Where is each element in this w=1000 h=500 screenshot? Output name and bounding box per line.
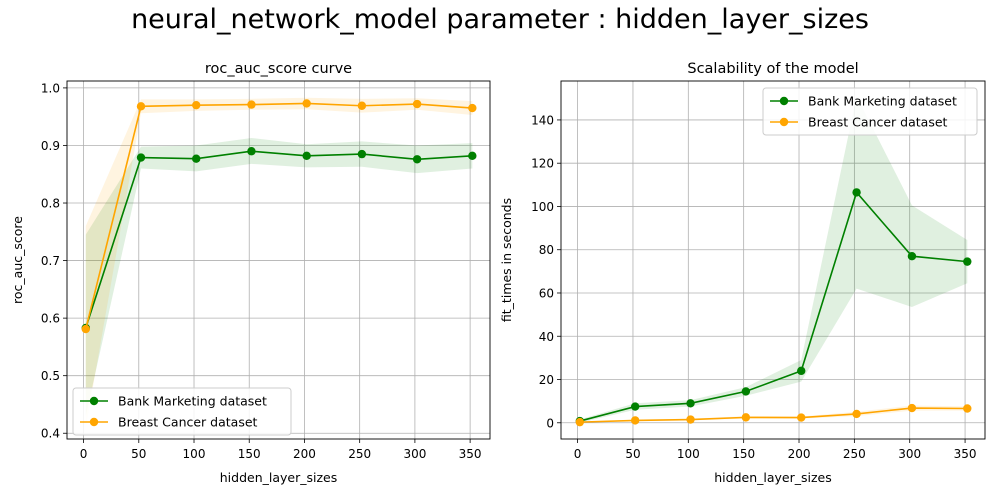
data-point — [963, 257, 972, 266]
y-tick-label: 0 — [546, 416, 554, 430]
series-line — [579, 190, 968, 422]
x-tick-label: 100 — [677, 447, 700, 461]
data-point — [192, 154, 201, 163]
legend-label: Bank Marketing dataset — [118, 394, 267, 409]
data-point — [575, 417, 585, 427]
x-tick-label: 150 — [238, 447, 261, 461]
data-point — [686, 415, 695, 424]
data-point — [81, 324, 90, 334]
data-point — [247, 147, 256, 156]
y-tick-label: 40 — [539, 330, 554, 344]
y-tick-label: 60 — [539, 286, 554, 300]
legend-marker — [89, 417, 99, 427]
x-tick-label: 0 — [574, 447, 582, 461]
data-point — [797, 413, 806, 422]
y-tick-label: 0.7 — [41, 254, 60, 268]
data-point — [907, 403, 917, 413]
x-tick-label: 350 — [954, 447, 977, 461]
y-tick-label: 100 — [531, 200, 554, 214]
confidence-band — [579, 96, 968, 423]
data-point — [412, 155, 422, 164]
legend-marker — [89, 396, 99, 406]
x-tick-label: 150 — [732, 447, 755, 461]
data-point — [686, 399, 695, 408]
legend-marker — [779, 96, 789, 106]
chart-title: roc_auc_score curve — [205, 61, 352, 77]
y-tick-label: 0.6 — [41, 312, 60, 326]
legend-box — [762, 87, 978, 136]
x-tick-label: 200 — [293, 447, 316, 461]
data-point — [963, 404, 972, 413]
x-tick-label: 50 — [625, 447, 640, 461]
data-point — [468, 103, 477, 113]
data-point — [302, 151, 311, 161]
y-axis-label: roc_auc_score — [10, 216, 25, 304]
legend-box — [72, 387, 292, 436]
figure-title: neural_network_model parameter : hidden_… — [131, 4, 869, 35]
confidence-band — [85, 137, 473, 416]
data-point — [247, 100, 256, 109]
data-point — [136, 102, 146, 111]
series-line — [84, 102, 473, 330]
axes-frame — [560, 80, 986, 440]
x-axis-label: hidden_layer_sizes — [714, 470, 832, 485]
legend-label: Bank Marketing dataset — [808, 94, 957, 109]
y-tick-label: 0.4 — [41, 427, 60, 441]
data-point — [741, 413, 751, 422]
y-tick-label: 0.5 — [41, 369, 60, 383]
data-point — [357, 149, 367, 159]
y-tick-label: 120 — [531, 157, 554, 171]
y-tick-label: 0.9 — [41, 139, 60, 153]
data-point — [192, 100, 201, 110]
series-line — [579, 407, 968, 423]
chart-panel-1: roc_auc_score curve 0 50 100 150 200 250 300 350… — [10, 61, 491, 485]
data-point — [630, 402, 640, 411]
data-point — [357, 101, 367, 110]
x-axis-label: hidden_layer_sizes — [220, 470, 338, 485]
x-tick-label: 200 — [788, 447, 811, 461]
y-tick-label: 140 — [531, 113, 554, 127]
data-point — [302, 99, 311, 108]
axes-frame — [66, 80, 491, 440]
legend-label: Breast Cancer dataset — [118, 415, 258, 430]
data-point — [741, 387, 751, 396]
x-tick-label: 50 — [131, 447, 146, 461]
data-point — [852, 188, 861, 197]
x-tick-label: 350 — [459, 447, 482, 461]
chart-title: Scalability of the model — [687, 61, 858, 77]
legend-marker — [779, 117, 789, 127]
data-point — [468, 151, 477, 161]
y-tick-label: 0.8 — [41, 197, 60, 211]
data-point — [852, 409, 861, 419]
x-tick-label: 300 — [403, 447, 426, 461]
legend: Bank Marketing dataset Breast Cancer data… — [762, 87, 978, 136]
data-point — [412, 99, 422, 109]
series-line — [85, 150, 473, 329]
y-tick-label: 20 — [539, 373, 554, 387]
x-tick-label: 300 — [898, 447, 921, 461]
y-tick-label: 1.0 — [41, 81, 60, 95]
x-tick-label: 100 — [183, 447, 206, 461]
data-point — [797, 366, 806, 376]
y-tick-label: 80 — [539, 243, 554, 257]
legend: Bank Marketing dataset Breast Cancer data… — [72, 387, 292, 436]
data-point — [136, 153, 146, 162]
y-axis-label: fit_times in seconds — [499, 198, 514, 322]
data-point — [630, 416, 640, 425]
x-tick-label: 250 — [843, 447, 866, 461]
x-tick-label: 250 — [348, 447, 371, 461]
x-tick-label: 0 — [80, 447, 88, 461]
data-point — [907, 252, 917, 261]
legend-label: Breast Cancer dataset — [808, 115, 948, 130]
